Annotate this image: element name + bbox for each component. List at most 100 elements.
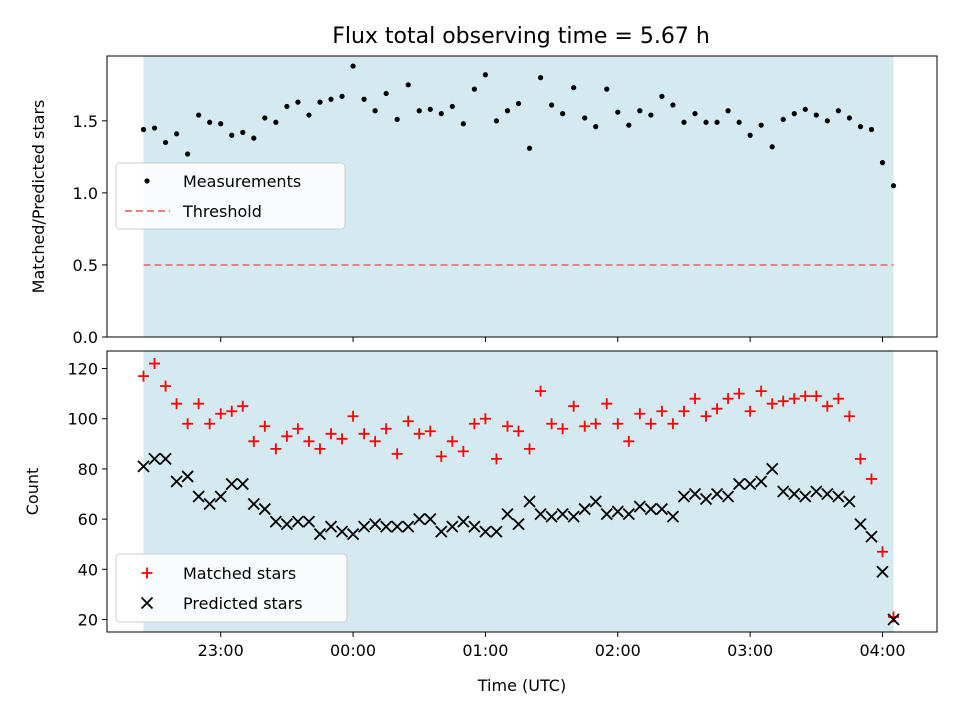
predicted-star-point xyxy=(854,517,867,531)
measurement-point xyxy=(273,119,279,125)
measurement-point xyxy=(526,145,533,151)
time-x-tick-label: 01:00 xyxy=(462,641,508,660)
legend-predicted-marker xyxy=(140,596,154,610)
matched-star-point xyxy=(711,403,723,415)
matched-star-point xyxy=(645,418,657,430)
measurement-point xyxy=(780,116,786,123)
measurement-point xyxy=(140,126,147,133)
predicted-star-point xyxy=(324,520,338,533)
predicted-star-point xyxy=(843,495,856,508)
predicted-star-point xyxy=(721,490,735,503)
legend-matched-marker xyxy=(141,567,153,579)
predicted-star-point xyxy=(159,452,172,466)
predicted-star-point xyxy=(203,497,216,511)
matched-star-point xyxy=(557,423,569,435)
measurement-point xyxy=(681,119,687,125)
predicted-star-point xyxy=(380,520,393,533)
ratio-y-axis-label: Matched/Predicted stars xyxy=(29,100,48,294)
matched-star-point xyxy=(479,413,491,425)
matched-stars-points xyxy=(138,358,900,623)
matched-star-point xyxy=(369,435,381,447)
predicted-star-point xyxy=(247,497,260,511)
predicted-star-point xyxy=(446,520,459,533)
legend-measurements-label: Measurements xyxy=(183,172,301,191)
count-y-tick-label: 120 xyxy=(67,360,98,379)
legend-box xyxy=(115,162,346,230)
matched-star-point xyxy=(446,435,458,447)
legend-predicted-label: Predicted stars xyxy=(183,594,303,613)
count-y-tick-label: 40 xyxy=(78,560,98,579)
predicted-star-point xyxy=(368,517,382,531)
predicted-star-point xyxy=(699,492,713,506)
matched-star-point xyxy=(259,420,271,432)
time-x-tick-label: 02:00 xyxy=(595,641,641,660)
predicted-star-point xyxy=(302,515,316,528)
predicted-star-point xyxy=(666,510,680,523)
matched-star-point xyxy=(347,410,359,422)
predicted-star-point xyxy=(137,460,150,473)
measurement-point xyxy=(813,112,819,118)
measurement-point xyxy=(537,75,544,81)
measurement-point xyxy=(394,116,400,123)
predicted-star-point xyxy=(313,528,327,541)
measurement-point xyxy=(504,108,511,114)
matched-star-point xyxy=(171,398,183,410)
matched-star-point xyxy=(149,358,161,370)
matched-star-point xyxy=(226,405,238,417)
count-y-tick-label: 80 xyxy=(78,460,98,479)
measurement-point xyxy=(648,112,654,118)
predicted-star-point xyxy=(578,502,591,516)
measurement-point xyxy=(185,151,191,157)
measurement-point xyxy=(769,144,775,150)
predicted-star-point xyxy=(766,462,779,476)
predicted-star-point xyxy=(534,507,547,521)
count-panel: 20 40 60 80 100 120 23:00 00:00 01:00 02:00 03:00… xyxy=(23,350,938,695)
predicted-star-point xyxy=(688,487,702,501)
measurement-point xyxy=(670,102,676,108)
ratio-panel: 0.0 0.5 1.0 1.5 Matched/Predicted stars Mea… xyxy=(29,55,938,347)
predicted-star-point xyxy=(291,515,305,528)
ratio-legend: Measurements Threshold xyxy=(115,162,346,230)
measurement-point xyxy=(493,118,500,124)
matched-star-point xyxy=(193,398,205,410)
matched-star-point xyxy=(568,400,580,412)
matched-star-point xyxy=(160,380,172,392)
predicted-star-point xyxy=(633,500,646,513)
predicted-star-point xyxy=(589,495,602,508)
predicted-star-point xyxy=(225,477,238,491)
measurement-points xyxy=(140,63,897,189)
predicted-star-point xyxy=(335,525,349,538)
matched-star-point xyxy=(821,400,833,412)
predicted-star-point xyxy=(501,507,514,521)
measurement-point xyxy=(383,90,389,97)
predicted-star-point xyxy=(391,520,404,533)
predicted-star-point xyxy=(181,470,194,483)
matched-star-point xyxy=(468,418,480,430)
measurement-point xyxy=(560,111,566,117)
matched-star-point xyxy=(237,400,249,412)
predicted-star-point xyxy=(402,520,415,533)
matched-star-point xyxy=(248,435,260,447)
matched-star-point xyxy=(579,420,591,432)
predicted-star-point xyxy=(600,507,613,521)
measurement-point xyxy=(626,122,632,128)
matched-star-point xyxy=(358,428,370,440)
predicted-star-point xyxy=(148,452,161,466)
predicted-star-point xyxy=(424,512,437,526)
count-axes-frame xyxy=(106,350,938,633)
predicted-star-point xyxy=(644,502,658,516)
matched-star-point xyxy=(612,418,624,430)
time-x-tick-label: 03:00 xyxy=(727,641,773,660)
predicted-star-point xyxy=(512,517,525,531)
matched-star-point xyxy=(513,425,525,437)
predicted-star-point xyxy=(435,525,448,538)
ratio-y-tick-label: 1.0 xyxy=(73,184,98,203)
ratio-y-tick-label: 0.5 xyxy=(73,256,98,275)
measurement-point xyxy=(846,115,853,121)
predicted-star-point xyxy=(865,530,878,543)
matched-star-point xyxy=(413,428,425,440)
matched-star-point xyxy=(766,398,778,410)
measurement-point xyxy=(229,132,235,138)
measurement-point xyxy=(251,135,257,141)
